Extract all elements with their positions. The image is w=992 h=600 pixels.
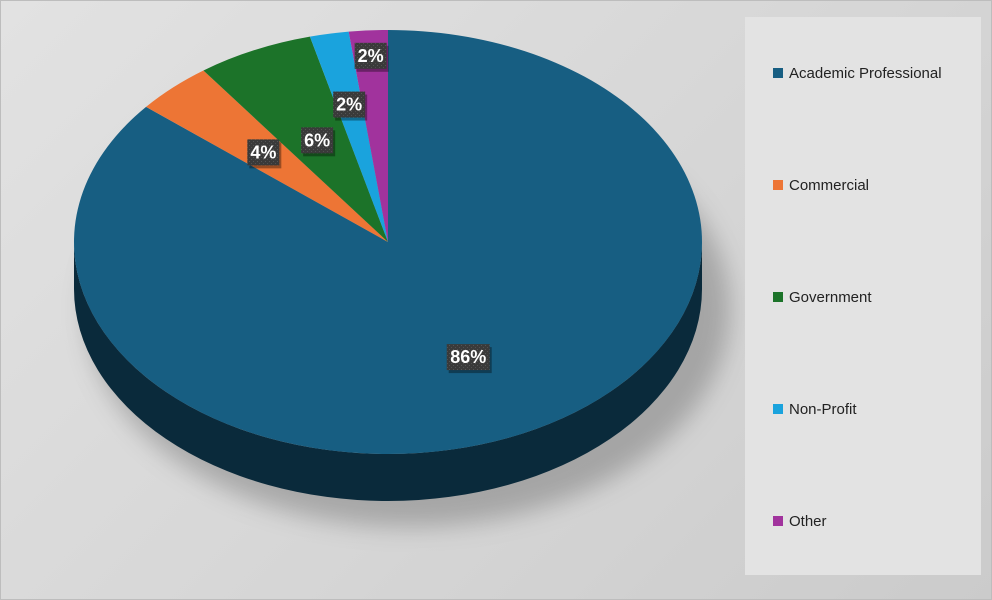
legend-swatch: [773, 180, 783, 190]
legend-label: Commercial: [789, 176, 870, 194]
data-label-academic-professional: 86%: [446, 344, 492, 374]
data-label-text: 2%: [358, 46, 384, 66]
legend-label: Other: [789, 512, 827, 530]
data-label-text: 4%: [250, 142, 276, 162]
legend-item-other: Other: [773, 511, 827, 531]
legend-item-commercial: Commercial: [773, 175, 869, 195]
legend-label: Government: [789, 288, 872, 306]
legend-item-government: Government: [773, 287, 872, 307]
pie-slices: [74, 30, 702, 454]
pie-slice-other: [348, 30, 388, 242]
legend-swatch: [773, 516, 783, 526]
legend-item-non-profit: Non-Profit: [773, 399, 857, 419]
data-label-text: 86%: [450, 347, 486, 367]
legend-swatch: [773, 68, 783, 78]
data-label-text: 2%: [336, 95, 362, 115]
pie-side-academic-professional: [74, 242, 702, 501]
data-label-commercial: 4%: [247, 139, 282, 169]
legend-item-academic-professional: Academic Professional: [773, 63, 942, 83]
pie-slice-government: [203, 36, 388, 242]
legend-label: Non-Profit: [789, 400, 857, 418]
data-label-non-profit: 2%: [333, 91, 368, 121]
legend-label: Academic Professional: [789, 64, 942, 82]
data-label-other: 2%: [354, 42, 389, 72]
pie-side-wall: [74, 242, 702, 501]
legend-swatch: [773, 292, 783, 302]
legend-swatch: [773, 404, 783, 414]
pie-slice-non-profit: [309, 31, 388, 243]
pie-data-labels: 86% 4% 6% 2% 2%: [247, 42, 492, 374]
legend: Academic Professional Commercial Governmen…: [745, 17, 981, 575]
data-label-text: 6%: [304, 130, 330, 150]
data-label-government: 6%: [301, 127, 336, 157]
